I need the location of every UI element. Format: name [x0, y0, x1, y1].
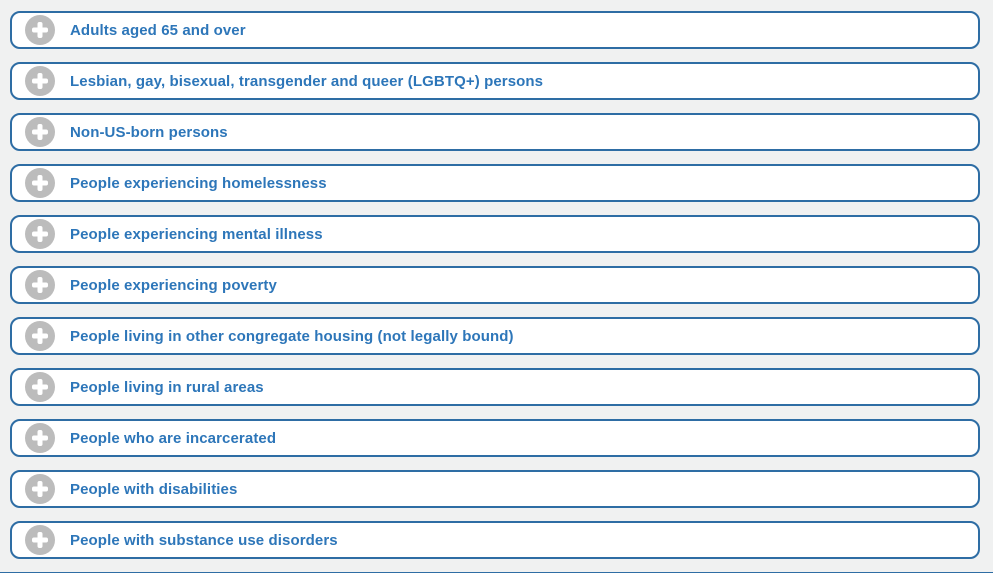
accordion-item-label: People who are incarcerated	[70, 429, 277, 447]
accordion-item-label: People living in other congregate housin…	[70, 327, 514, 345]
accordion-item-poverty[interactable]: People experiencing poverty	[10, 266, 980, 304]
plus-icon[interactable]	[25, 15, 55, 45]
accordion-item-label: People living in rural areas	[70, 378, 264, 396]
accordion-item-incarcerated[interactable]: People who are incarcerated	[10, 419, 980, 457]
accordion-item-disabilities[interactable]: People with disabilities	[10, 470, 980, 508]
plus-icon[interactable]	[25, 117, 55, 147]
plus-icon[interactable]	[25, 474, 55, 504]
accordion-item-label: People experiencing mental illness	[70, 225, 323, 243]
accordion-item-label: People experiencing poverty	[70, 276, 277, 294]
accordion-item-label: People with disabilities	[70, 480, 238, 498]
plus-icon[interactable]	[25, 66, 55, 96]
accordion-item-rural-areas[interactable]: People living in rural areas	[10, 368, 980, 406]
accordion-item-substance-use[interactable]: People with substance use disorders	[10, 521, 980, 559]
accordion-item-label: People with substance use disorders	[70, 531, 338, 549]
accordion-item-label: Lesbian, gay, bisexual, transgender and …	[70, 72, 544, 90]
accordion-item-label: Non-US-born persons	[70, 123, 228, 141]
plus-icon[interactable]	[25, 372, 55, 402]
accordion-item-mental-illness[interactable]: People experiencing mental illness	[10, 215, 980, 253]
accordion-item-congregate-housing[interactable]: People living in other congregate housin…	[10, 317, 980, 355]
plus-icon[interactable]	[25, 525, 55, 555]
plus-icon[interactable]	[25, 168, 55, 198]
accordion-item-label: Adults aged 65 and over	[70, 21, 246, 39]
accordion-item-lgbtq-persons[interactable]: Lesbian, gay, bisexual, transgender and …	[10, 62, 980, 100]
accordion-item-homelessness[interactable]: People experiencing homelessness	[10, 164, 980, 202]
plus-icon[interactable]	[25, 219, 55, 249]
plus-icon[interactable]	[25, 270, 55, 300]
accordion-list: Adults aged 65 and over Lesbian, gay, bi…	[0, 0, 993, 559]
accordion-item-adults-65[interactable]: Adults aged 65 and over	[10, 11, 980, 49]
accordion-item-label: People experiencing homelessness	[70, 174, 327, 192]
plus-icon[interactable]	[25, 423, 55, 453]
accordion-item-non-us-born[interactable]: Non-US-born persons	[10, 113, 980, 151]
plus-icon[interactable]	[25, 321, 55, 351]
